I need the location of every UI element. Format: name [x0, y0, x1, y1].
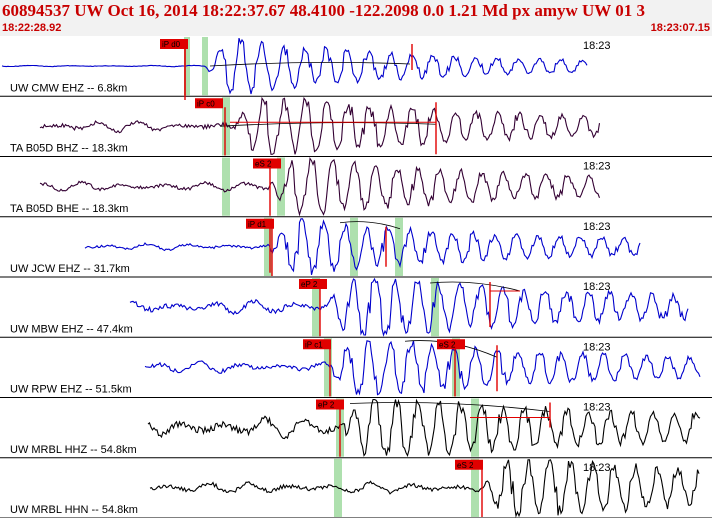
pick-band: [277, 157, 285, 216]
pick-label: eS 2: [439, 340, 456, 349]
end-time: 18:23:07.15: [650, 22, 710, 34]
waveform-trace[interactable]: [144, 340, 701, 396]
station-label: UW MRBL HHN -- 54.8km: [10, 504, 138, 516]
waveform-trace[interactable]: [39, 156, 601, 217]
waveform-trace[interactable]: [149, 459, 700, 518]
time-label: 18:23: [583, 462, 611, 474]
waveform-trace[interactable]: [39, 96, 601, 155]
pick-band: [350, 217, 358, 276]
event-title: 60894537 UW Oct 16, 2014 18:22:37.67 48.…: [2, 1, 645, 20]
pick-band: [222, 157, 230, 216]
pick-label: iP d1: [248, 220, 267, 229]
waveform-trace[interactable]: [84, 218, 641, 275]
waveform-trace[interactable]: [129, 277, 689, 337]
coda-curve: [219, 122, 437, 127]
event-header: 60894537 UW Oct 16, 2014 18:22:37.67 48.…: [0, 0, 712, 36]
pick-flag[interactable]: [303, 339, 331, 350]
time-label: 18:23: [583, 40, 611, 52]
pick-flag[interactable]: [299, 279, 327, 289]
pick-label: iP d0: [162, 40, 181, 49]
pick-band: [395, 217, 403, 276]
coda-curve: [209, 62, 411, 67]
pick-flag[interactable]: [246, 218, 274, 229]
time-label: 18:23: [583, 341, 611, 353]
time-label: 18:23: [583, 161, 611, 173]
pick-band: [324, 338, 332, 397]
trace-panels[interactable]: iP d0 18:23 UW CMW EHZ -- 6.8km iP c0 TA B05…: [0, 36, 712, 518]
station-label: UW CMW EHZ -- 6.8km: [10, 82, 127, 94]
pick-flag[interactable]: [195, 98, 223, 109]
time-label: 18:23: [583, 281, 611, 293]
station-label: TA B05D BHZ -- 18.3km: [10, 143, 128, 155]
pick-flag[interactable]: [316, 399, 344, 410]
pick-flag[interactable]: [253, 158, 281, 169]
coda-curve: [349, 402, 551, 412]
coda-curve: [429, 281, 521, 292]
station-label: UW RPW EHZ -- 51.5km: [10, 384, 132, 396]
pick-label: iP c0: [197, 99, 215, 108]
pick-label: eP 2: [318, 401, 335, 410]
pick-label: eS 2: [255, 160, 272, 169]
pick-band: [452, 338, 460, 397]
pick-band: [222, 97, 230, 156]
start-time: 18:22:28.92: [2, 22, 62, 34]
pick-flag[interactable]: [455, 459, 483, 470]
pick-label: eS 2: [457, 461, 474, 470]
pick-flag[interactable]: [437, 339, 465, 350]
pick-label: iP c1: [305, 340, 323, 349]
waveform-trace[interactable]: [147, 398, 701, 457]
waveform-trace[interactable]: [1, 37, 588, 95]
time-label: 18:23: [583, 402, 611, 414]
pick-band: [264, 217, 272, 276]
station-label: TA B05D BHE -- 18.3km: [10, 203, 128, 215]
pick-band: [471, 398, 479, 457]
station-label: UW MBW EHZ -- 47.4km: [10, 323, 133, 335]
pick-label: eP 2: [301, 280, 318, 289]
station-label: UW JCW EHZ -- 31.7km: [10, 263, 130, 275]
time-label: 18:23: [583, 221, 611, 233]
coda-curve: [339, 221, 401, 230]
pick-flag[interactable]: [160, 39, 188, 49]
station-label: UW MRBL HHZ -- 54.8km: [10, 444, 137, 456]
pick-band: [471, 458, 479, 517]
